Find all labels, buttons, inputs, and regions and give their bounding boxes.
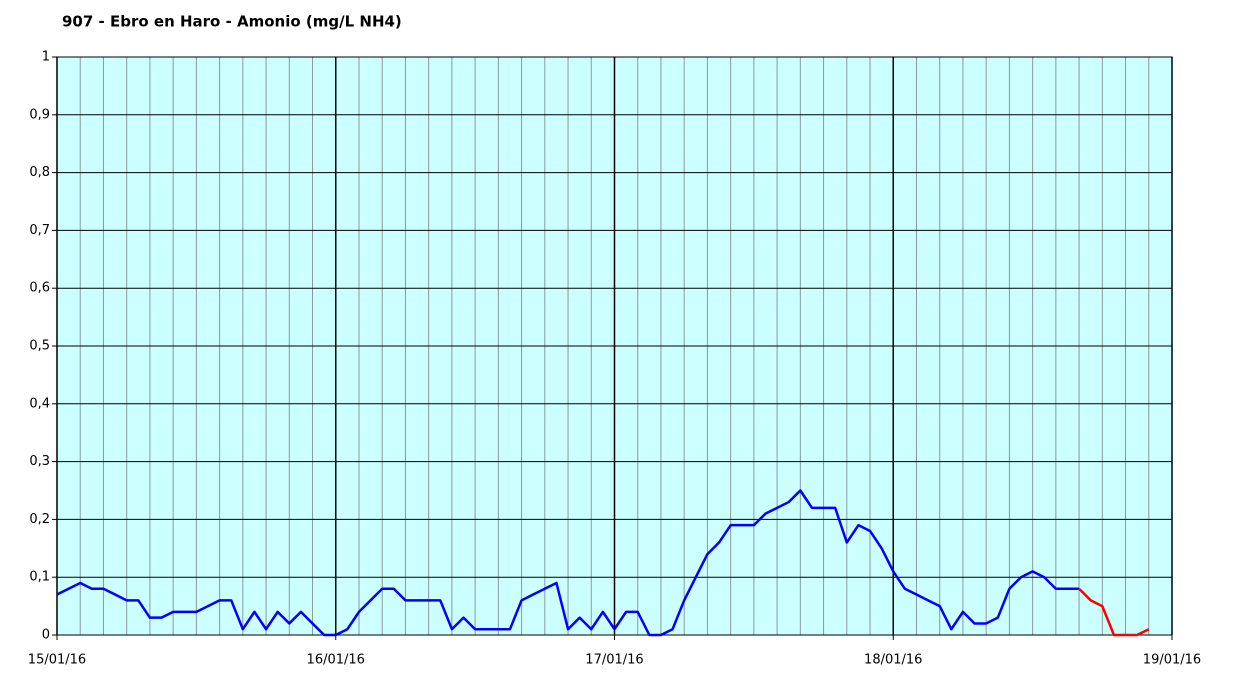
- y-tick-label: 0,6: [29, 281, 50, 296]
- y-tick-label: 1: [42, 50, 50, 65]
- data-line: [1078, 587, 1150, 637]
- x-tick-label: 17/01/16: [585, 653, 643, 668]
- y-tick-label: 0,2: [29, 512, 50, 527]
- x-tick-label: 15/01/16: [28, 653, 86, 668]
- y-tick-label: 0,8: [29, 165, 50, 180]
- y-tick-label: 0,1: [29, 570, 50, 585]
- y-tick-label: 0,4: [29, 396, 50, 411]
- x-tick-label: 16/01/16: [307, 653, 365, 668]
- y-tick-label: 0: [42, 628, 50, 643]
- chart-title: 907 - Ebro en Haro - Amonio (mg/L NH4): [62, 13, 402, 31]
- y-tick-label: 0,9: [29, 107, 50, 122]
- y-tick-label: 0,5: [29, 339, 50, 354]
- x-tick-label: 18/01/16: [864, 653, 922, 668]
- y-tick-label: 0,3: [29, 454, 50, 469]
- x-tick-label: 19/01/16: [1143, 653, 1201, 668]
- y-tick-label: 0,7: [29, 223, 50, 238]
- data-line: [56, 489, 1080, 637]
